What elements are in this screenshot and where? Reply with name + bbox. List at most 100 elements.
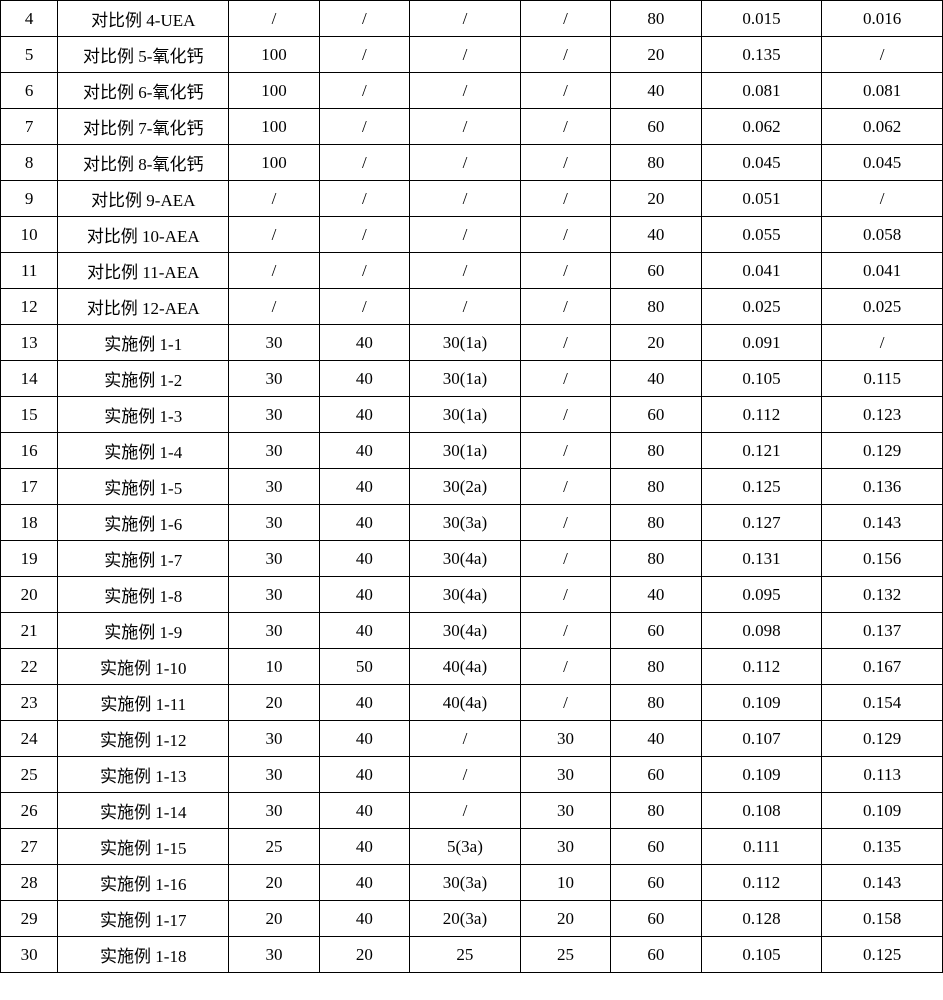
table-cell: 60 (611, 253, 701, 289)
table-cell: 30 (229, 721, 319, 757)
table-cell: 30 (229, 757, 319, 793)
table-cell: 20 (611, 325, 701, 361)
table-cell: / (319, 37, 409, 73)
table-cell: 30 (520, 829, 610, 865)
table-cell: 20 (319, 937, 409, 973)
table-cell: 30 (520, 793, 610, 829)
table-cell: 40 (611, 73, 701, 109)
table-cell: / (229, 217, 319, 253)
table-cell: 15 (1, 397, 58, 433)
table-cell: / (410, 1, 521, 37)
table-cell: / (229, 1, 319, 37)
table-row: 30实施例 1-1830202525600.1050.125 (1, 937, 943, 973)
table-cell: 0.135 (701, 37, 822, 73)
table-cell: 13 (1, 325, 58, 361)
table-cell: 实施例 1-17 (58, 901, 229, 937)
table-cell: 40 (319, 685, 409, 721)
table-cell: 40 (319, 397, 409, 433)
table-cell: 4 (1, 1, 58, 37)
table-cell: 实施例 1-6 (58, 505, 229, 541)
table-cell: 对比例 11-AEA (58, 253, 229, 289)
table-cell: 40(4a) (410, 685, 521, 721)
table-cell: 30 (229, 577, 319, 613)
table-row: 21实施例 1-9304030(4a)/600.0980.137 (1, 613, 943, 649)
table-cell: / (520, 37, 610, 73)
table-cell: 0.167 (822, 649, 943, 685)
table-cell: 实施例 1-4 (58, 433, 229, 469)
table-row: 17实施例 1-5304030(2a)/800.1250.136 (1, 469, 943, 505)
table-cell: / (319, 181, 409, 217)
table-cell: 18 (1, 505, 58, 541)
table-cell: 0.015 (701, 1, 822, 37)
table-cell: 0.143 (822, 505, 943, 541)
table-cell: 对比例 6-氧化钙 (58, 73, 229, 109)
table-cell: / (520, 217, 610, 253)
table-cell: 实施例 1-18 (58, 937, 229, 973)
table-cell: 10 (1, 217, 58, 253)
table-cell: / (319, 1, 409, 37)
table-cell: 80 (611, 289, 701, 325)
table-cell: 28 (1, 865, 58, 901)
table-cell: 23 (1, 685, 58, 721)
table-cell: 0.121 (701, 433, 822, 469)
table-cell: 实施例 1-16 (58, 865, 229, 901)
table-cell: 40 (319, 829, 409, 865)
table-cell: / (822, 325, 943, 361)
table-cell: / (520, 1, 610, 37)
table-cell: 30(3a) (410, 865, 521, 901)
table-cell: 25 (1, 757, 58, 793)
table-cell: 对比例 12-AEA (58, 289, 229, 325)
table-body: 4对比例 4-UEA////800.0150.0165对比例 5-氧化钙100/… (1, 1, 943, 973)
table-cell: 0.095 (701, 577, 822, 613)
table-row: 5对比例 5-氧化钙100///200.135/ (1, 37, 943, 73)
table-cell: 30 (520, 757, 610, 793)
table-cell: 80 (611, 145, 701, 181)
table-cell: / (229, 289, 319, 325)
table-cell: / (520, 613, 610, 649)
table-cell: 30 (229, 505, 319, 541)
table-cell: / (410, 253, 521, 289)
table-cell: 30(3a) (410, 505, 521, 541)
table-cell: 30 (1, 937, 58, 973)
table-cell: 实施例 1-8 (58, 577, 229, 613)
table-cell: / (410, 721, 521, 757)
table-cell: 7 (1, 109, 58, 145)
table-cell: 实施例 1-5 (58, 469, 229, 505)
table-cell: 100 (229, 145, 319, 181)
table-cell: / (410, 109, 521, 145)
table-cell: 30 (229, 613, 319, 649)
table-cell: 60 (611, 865, 701, 901)
table-cell: 实施例 1-12 (58, 721, 229, 757)
table-cell: 0.025 (701, 289, 822, 325)
table-cell: 0.115 (822, 361, 943, 397)
table-row: 16实施例 1-4304030(1a)/800.1210.129 (1, 433, 943, 469)
table-cell: 40 (319, 613, 409, 649)
table-cell: 0.081 (822, 73, 943, 109)
table-cell: 27 (1, 829, 58, 865)
table-cell: 22 (1, 649, 58, 685)
table-cell: 实施例 1-7 (58, 541, 229, 577)
table-cell: / (319, 289, 409, 325)
table-cell: 40 (611, 217, 701, 253)
table-cell: 实施例 1-14 (58, 793, 229, 829)
table-cell: 80 (611, 793, 701, 829)
table-cell: 30 (229, 469, 319, 505)
table-cell: 40 (319, 361, 409, 397)
table-cell: 0.081 (701, 73, 822, 109)
table-cell: 30(4a) (410, 577, 521, 613)
table-cell: / (319, 73, 409, 109)
table-cell: 0.127 (701, 505, 822, 541)
table-cell: 24 (1, 721, 58, 757)
table-cell: 100 (229, 73, 319, 109)
table-cell: 实施例 1-10 (58, 649, 229, 685)
table-cell: 0.045 (822, 145, 943, 181)
table-cell: 80 (611, 433, 701, 469)
table-cell: 0.129 (822, 721, 943, 757)
table-row: 20实施例 1-8304030(4a)/400.0950.132 (1, 577, 943, 613)
table-cell: 5 (1, 37, 58, 73)
table-cell: 60 (611, 901, 701, 937)
table-cell: 实施例 1-11 (58, 685, 229, 721)
table-cell: 0.123 (822, 397, 943, 433)
table-cell: / (520, 181, 610, 217)
table-cell: 实施例 1-9 (58, 613, 229, 649)
